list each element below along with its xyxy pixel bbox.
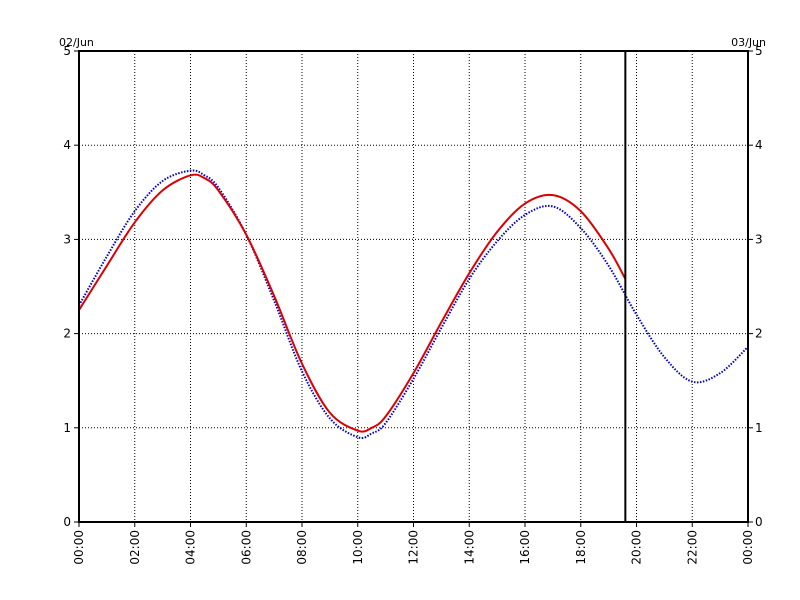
y-tick-label-right: 4: [755, 138, 763, 152]
x-tick-label: 18:00: [574, 530, 588, 565]
axis-ticks: 00:00 02:00 04:00 06:00 08:00 10:00 12:00 14:00…: [63, 44, 762, 565]
y-tick-label-left: 5: [63, 44, 71, 58]
series-lines: [78, 169, 749, 440]
grid-lines: [79, 51, 748, 522]
x-tick-label: 02:00: [128, 530, 142, 565]
x-tick-label: 20:00: [630, 530, 644, 565]
plot-frame: [78, 50, 749, 523]
y-tick-label-right: 3: [755, 232, 763, 246]
date-label-left: 02/Jun: [59, 36, 94, 49]
plot-border: [78, 50, 749, 523]
x-tick-label: 12:00: [407, 530, 421, 565]
x-tick-label: 08:00: [295, 530, 309, 565]
observed-tide-line: [78, 173, 627, 433]
x-tick-label: 00:00: [741, 530, 755, 565]
y-tick-label-right: 1: [755, 421, 763, 435]
y-tick-label-left: 3: [63, 232, 71, 246]
x-tick-label: 10:00: [351, 530, 365, 565]
x-tick-label: 00:00: [72, 530, 86, 565]
y-tick-label-right: 2: [755, 327, 763, 341]
y-tick-label-right: 5: [755, 44, 763, 58]
x-tick-label: 22:00: [685, 530, 699, 565]
y-tick-label-left: 2: [63, 327, 71, 341]
y-tick-label-left: 0: [63, 515, 71, 529]
predicted-tide-line: [78, 169, 749, 440]
y-tick-label-right: 0: [755, 515, 763, 529]
x-tick-label: 14:00: [462, 530, 476, 565]
x-tick-label: 04:00: [184, 530, 198, 565]
x-tick-label: 06:00: [239, 530, 253, 565]
y-tick-label-left: 4: [63, 138, 71, 152]
y-tick-label-left: 1: [63, 421, 71, 435]
x-tick-label: 16:00: [518, 530, 532, 565]
date-label-right: 03/Jun: [731, 36, 766, 49]
